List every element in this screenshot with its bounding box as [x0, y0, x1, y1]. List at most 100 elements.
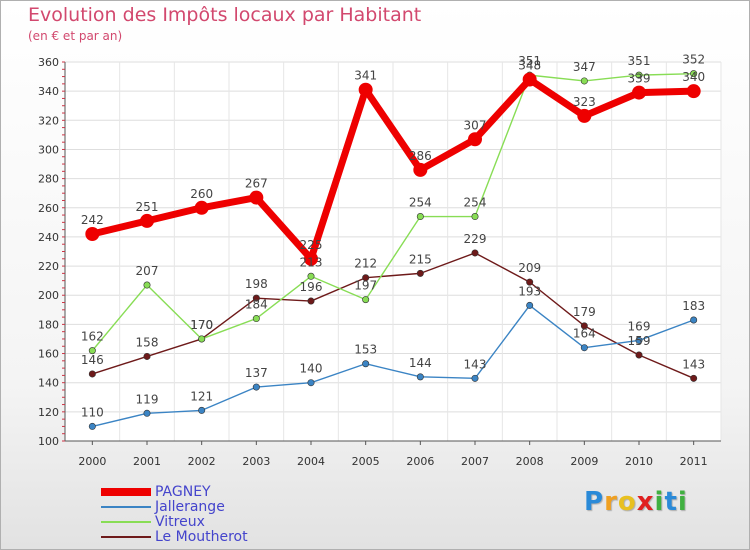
y-tick-label: 360 [38, 56, 59, 69]
data-label: 146 [81, 353, 104, 367]
legend-swatch [101, 536, 151, 538]
data-point [143, 352, 151, 360]
data-label: 169 [628, 319, 651, 333]
y-tick-label: 260 [38, 202, 59, 215]
data-label: 339 [628, 72, 651, 86]
x-tick-label: 2003 [242, 455, 270, 468]
series-pagney [85, 72, 701, 266]
data-label: 352 [682, 53, 705, 67]
x-tick-label: 2008 [516, 455, 544, 468]
data-label: 153 [354, 343, 377, 357]
data-label: 225 [300, 238, 323, 252]
legend-swatch [101, 521, 151, 523]
data-point [362, 296, 370, 304]
data-point [632, 85, 646, 100]
data-label: 143 [464, 357, 487, 371]
data-point [362, 360, 370, 368]
data-point [362, 274, 370, 282]
chart-subtitle: (en € et par an) [28, 29, 123, 43]
data-point [526, 278, 534, 286]
data-label: 215 [409, 252, 432, 266]
data-label: 119 [136, 392, 159, 406]
data-point [580, 322, 588, 330]
y-tick-label: 100 [38, 435, 59, 448]
data-label: 193 [518, 284, 541, 298]
y-tick-label: 180 [38, 318, 59, 331]
data-point [143, 409, 151, 417]
legend-swatch [101, 488, 151, 496]
legend-label: PAGNEY [155, 484, 211, 500]
y-tick-label: 240 [38, 231, 59, 244]
data-point [522, 72, 537, 87]
data-point [413, 162, 428, 177]
x-tick-label: 2001 [133, 455, 161, 468]
data-label: 340 [682, 70, 705, 84]
data-point [307, 272, 315, 280]
data-point [194, 200, 209, 215]
y-tick-label: 220 [38, 260, 59, 273]
data-label: 196 [300, 280, 323, 294]
series-vitreux [88, 70, 698, 355]
data-point [249, 190, 264, 205]
data-point [635, 351, 643, 359]
data-label: 341 [354, 69, 377, 83]
data-label: 143 [682, 357, 705, 371]
data-point [416, 373, 424, 381]
data-point [307, 379, 315, 387]
data-label: 184 [245, 298, 268, 312]
data-label: 286 [409, 149, 432, 163]
brand-letter: P [584, 487, 605, 517]
data-label: 351 [518, 54, 541, 68]
series-line [91, 72, 694, 352]
data-label: 207 [136, 264, 159, 278]
series-jallerange [88, 301, 698, 430]
data-point [471, 374, 479, 382]
data-point [88, 370, 96, 378]
data-point [143, 281, 151, 289]
data-point [416, 213, 424, 221]
data-label: 347 [573, 60, 596, 74]
data-point [577, 108, 592, 123]
data-label: 213 [300, 255, 323, 269]
y-tick-label: 340 [38, 85, 59, 98]
series-le-moutherot [88, 249, 698, 382]
brand-letter: o [617, 487, 637, 517]
legend-item: Le Moutherot [101, 529, 301, 545]
chart-title: Evolution des Impôts locaux par Habitant [28, 4, 422, 26]
data-label: 351 [628, 54, 651, 68]
data-point [580, 344, 588, 352]
data-label: 254 [464, 196, 487, 210]
brand-letter: i [654, 487, 665, 517]
data-label: 159 [628, 334, 651, 348]
data-label: 307 [464, 118, 487, 132]
data-label: 229 [464, 232, 487, 246]
data-label: 170 [190, 318, 213, 332]
data-point [358, 82, 373, 97]
brand-letter: t [664, 487, 678, 517]
x-tick-label: 2002 [188, 455, 216, 468]
brand-letter: x [636, 487, 655, 517]
legend-label: Vitreux [155, 514, 205, 530]
x-tick-label: 2010 [625, 455, 653, 468]
data-label: 267 [245, 177, 268, 191]
data-label: 260 [190, 187, 213, 201]
y-tick-label: 120 [38, 406, 59, 419]
data-label: 110 [81, 405, 104, 419]
legend-item: Vitreux [101, 514, 301, 530]
x-tick-label: 2000 [78, 455, 106, 468]
brand-letter: r [604, 487, 618, 517]
data-label: 212 [354, 257, 377, 271]
legend-item: Jallerange [101, 499, 301, 515]
data-point [526, 301, 534, 309]
series-line [92, 252, 694, 379]
data-point [198, 335, 206, 343]
data-point [635, 71, 643, 79]
data-point [580, 77, 588, 85]
brand-letter: i [677, 487, 688, 517]
y-tick-label: 160 [38, 348, 59, 361]
data-point [304, 251, 318, 266]
brand-logo: Proxiti [584, 487, 688, 517]
data-label: 121 [190, 389, 213, 403]
